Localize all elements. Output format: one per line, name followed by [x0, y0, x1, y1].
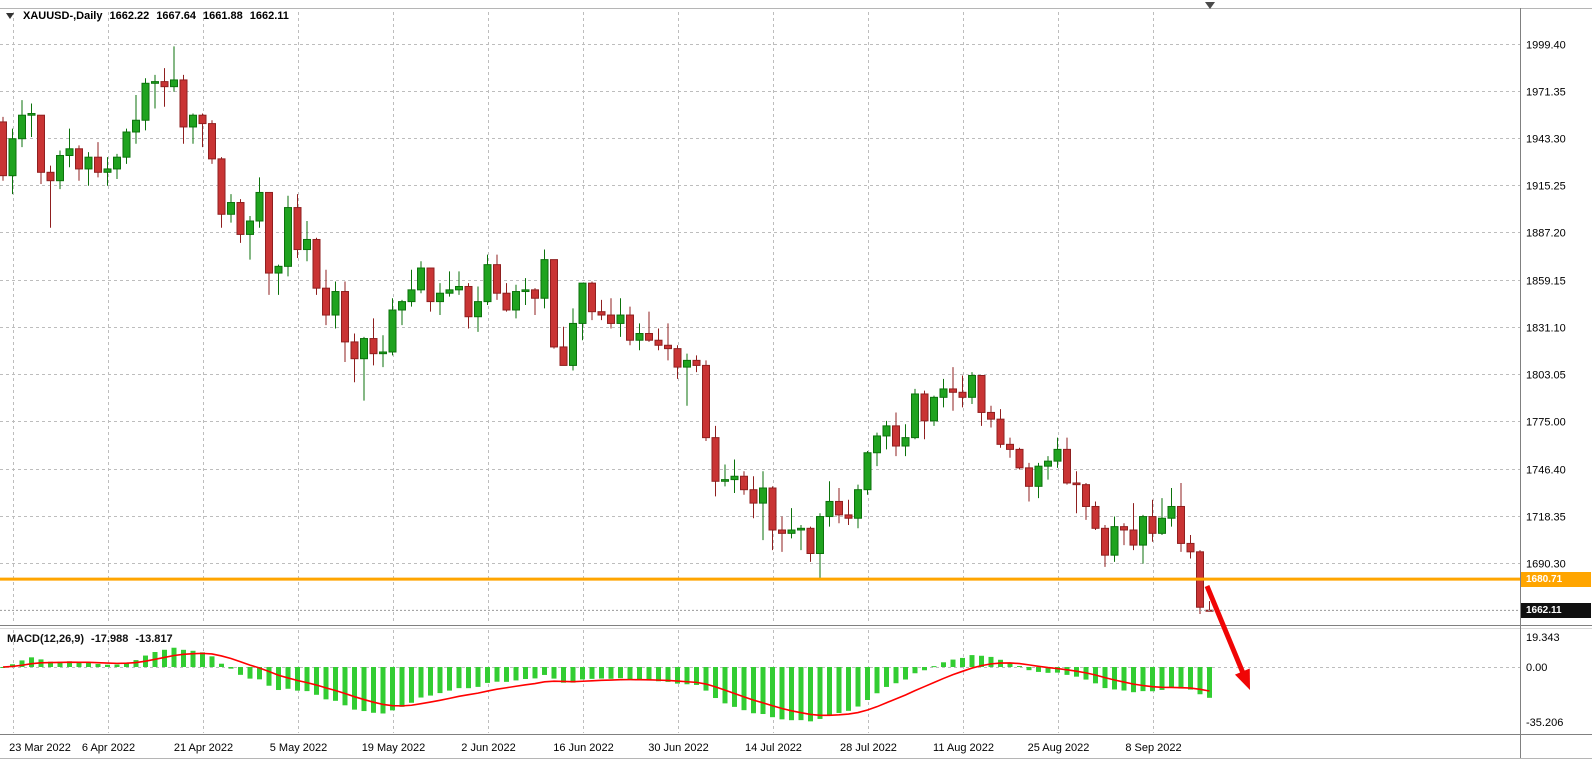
bid-price-tag: 1662.11 [1521, 603, 1591, 618]
date-axis-label: 28 Jul 2022 [840, 742, 897, 754]
macd-indicator-name: MACD(12,26,9) [7, 633, 85, 645]
ohlc-open-value: 1662.22 [109, 10, 150, 22]
macd-panel [0, 647, 1520, 722]
date-axis-label: 6 Apr 2022 [82, 742, 135, 754]
price-axis-label: 1859.15 [1526, 276, 1566, 288]
macd-signal-value: -13.817 [135, 633, 173, 645]
time-scale[interactable]: 23 Mar 2022 6 Apr 2022 21 Apr 2022 5 May 20… [9, 742, 1182, 754]
price-axis-label: 1690.30 [1526, 559, 1566, 571]
price-axis-label: 1887.20 [1526, 228, 1566, 240]
symbol-timeframe-label: XAUUSD-,Daily [23, 10, 103, 22]
overlays [0, 8, 1592, 759]
date-axis-label: 2 Jun 2022 [461, 742, 515, 754]
price-axis-label: 1775.00 [1526, 417, 1566, 429]
date-axis-label: 21 Apr 2022 [174, 742, 233, 754]
price-axis-label: 1915.25 [1526, 181, 1566, 193]
date-axis-label: 16 Jun 2022 [553, 742, 614, 754]
date-axis-label: 8 Sep 2022 [1125, 742, 1181, 754]
date-axis-label: 30 Jun 2022 [648, 742, 709, 754]
macd-signal-line [2, 652, 1210, 717]
date-axis-label: 14 Jul 2022 [745, 742, 802, 754]
candlestick-series [0, 46, 1214, 614]
date-axis-label: 5 May 2022 [270, 742, 327, 754]
price-axis-label: 1971.35 [1526, 87, 1566, 99]
macd-main-value: -17.988 [91, 633, 129, 645]
price-axis-label: 1803.05 [1526, 370, 1566, 382]
price-scale[interactable]: 1999.40 1971.35 1943.30 1915.25 1887.20 1859.… [1526, 40, 1566, 729]
macd-indicator-label-row: MACD(12,26,9) -17.988 -13.817 [7, 633, 173, 645]
hline-price-tag[interactable]: 1680.71 [1521, 572, 1591, 587]
chart-shift-marker-icon [1205, 2, 1215, 9]
macd-axis-label: -35.206 [1526, 717, 1563, 729]
ohlc-low-value: 1661.88 [203, 10, 243, 22]
price-axis-label: 1999.40 [1526, 40, 1566, 52]
ohlc-high-value: 1667.64 [156, 10, 196, 22]
date-axis-label: 11 Aug 2022 [933, 742, 994, 754]
grid [0, 12, 1520, 733]
price-axis-label: 1943.30 [1526, 134, 1566, 146]
macd-axis-label: 19.343 [1526, 632, 1560, 644]
price-axis-label: 1718.35 [1526, 512, 1566, 524]
trend-arrow-head[interactable] [1234, 668, 1250, 690]
date-axis-label: 23 Mar 2022 [9, 742, 71, 754]
macd-axis-label: 0.00 [1526, 662, 1547, 674]
date-axis-label: 19 May 2022 [362, 742, 426, 754]
ohlc-close-value: 1662.11 [249, 10, 289, 22]
chart-title-overlay: XAUUSD-,Daily 1662.22 1667.64 1661.88 16… [6, 10, 289, 22]
trend-arrow-shaft[interactable] [1204, 585, 1247, 677]
symbol-dropdown-icon[interactable] [6, 13, 14, 19]
date-axis-label: 25 Aug 2022 [1028, 742, 1090, 754]
price-axis-label: 1746.40 [1526, 465, 1566, 477]
price-axis-label: 1831.10 [1526, 323, 1566, 335]
